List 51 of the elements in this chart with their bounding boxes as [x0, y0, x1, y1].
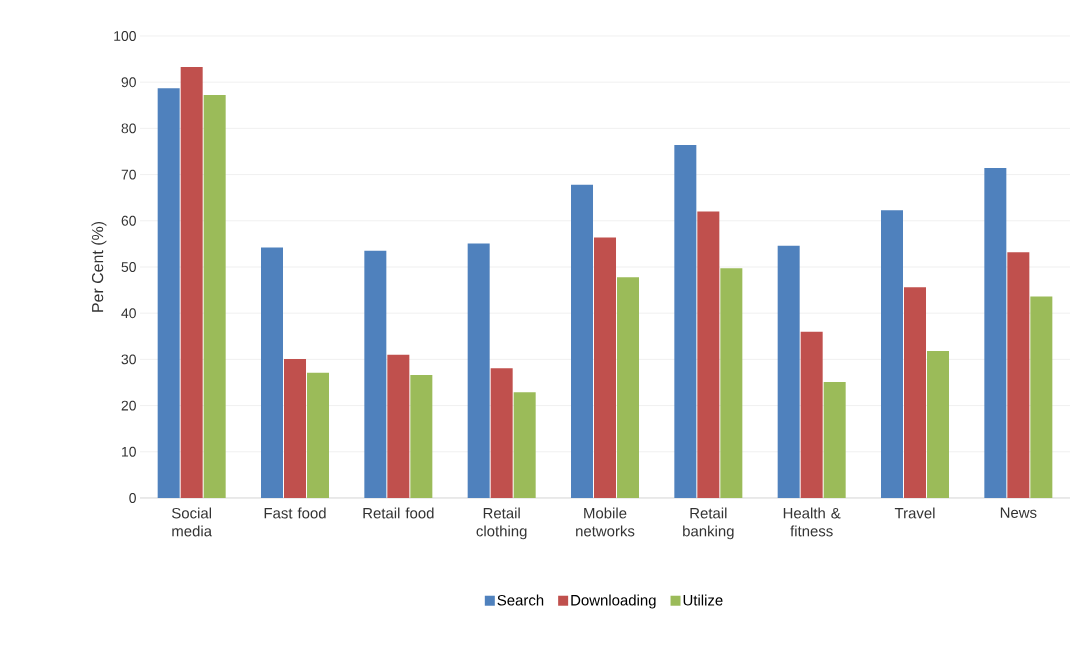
y-axis-title: Per Cent (%) — [91, 221, 107, 312]
y-tick-label: 70 — [121, 169, 136, 180]
y-tick-label: 20 — [121, 400, 136, 411]
y-tick-label: 80 — [121, 123, 136, 134]
bar — [157, 88, 180, 498]
y-tick-label: 90 — [121, 77, 136, 88]
bar — [594, 237, 617, 498]
bar — [881, 210, 904, 498]
legend-label: Utilize — [683, 594, 723, 606]
bar — [284, 358, 307, 498]
bar — [720, 268, 743, 498]
bar — [180, 66, 203, 498]
y-tick-label: 10 — [122, 446, 136, 457]
x-tick-label: Travel — [894, 507, 935, 519]
bar — [1030, 296, 1053, 498]
bar — [203, 95, 226, 498]
bar — [800, 331, 823, 498]
x-tick-label: Mobile networks — [576, 507, 635, 537]
bar — [467, 243, 490, 498]
legend-label: Search — [497, 594, 544, 606]
bar — [617, 277, 640, 498]
y-tick-label: 0 — [129, 493, 136, 503]
bar — [364, 250, 387, 498]
x-tick-label: News — [1000, 507, 1037, 518]
legend-label: Downloading — [571, 594, 656, 609]
bar — [513, 392, 536, 498]
x-tick-label: Retail banking — [683, 507, 734, 540]
y-tick-label: 60 — [121, 215, 136, 226]
y-tick-label: 30 — [121, 354, 136, 365]
x-tick-label: Retail food — [363, 507, 434, 519]
bar — [777, 245, 800, 498]
x-tick-label: Social media — [172, 507, 213, 537]
bar — [410, 375, 433, 498]
bar — [984, 168, 1007, 498]
x-tick-label: Fast food — [264, 507, 326, 519]
bar — [490, 368, 513, 498]
bar — [697, 211, 720, 498]
x-tick-label: Health & fitness — [783, 507, 841, 537]
y-tick-label: 50 — [121, 262, 136, 272]
bar — [1007, 252, 1030, 498]
bar — [823, 382, 846, 498]
y-tick-label: 40 — [121, 308, 136, 319]
bar — [571, 184, 594, 498]
bar — [261, 247, 284, 498]
bar — [927, 351, 950, 498]
bar — [674, 145, 697, 498]
y-tick-label: 100 — [114, 31, 136, 41]
bar — [904, 287, 927, 498]
bar — [307, 372, 330, 498]
x-tick-label: Retail clothing — [476, 507, 527, 540]
bar — [387, 354, 410, 498]
